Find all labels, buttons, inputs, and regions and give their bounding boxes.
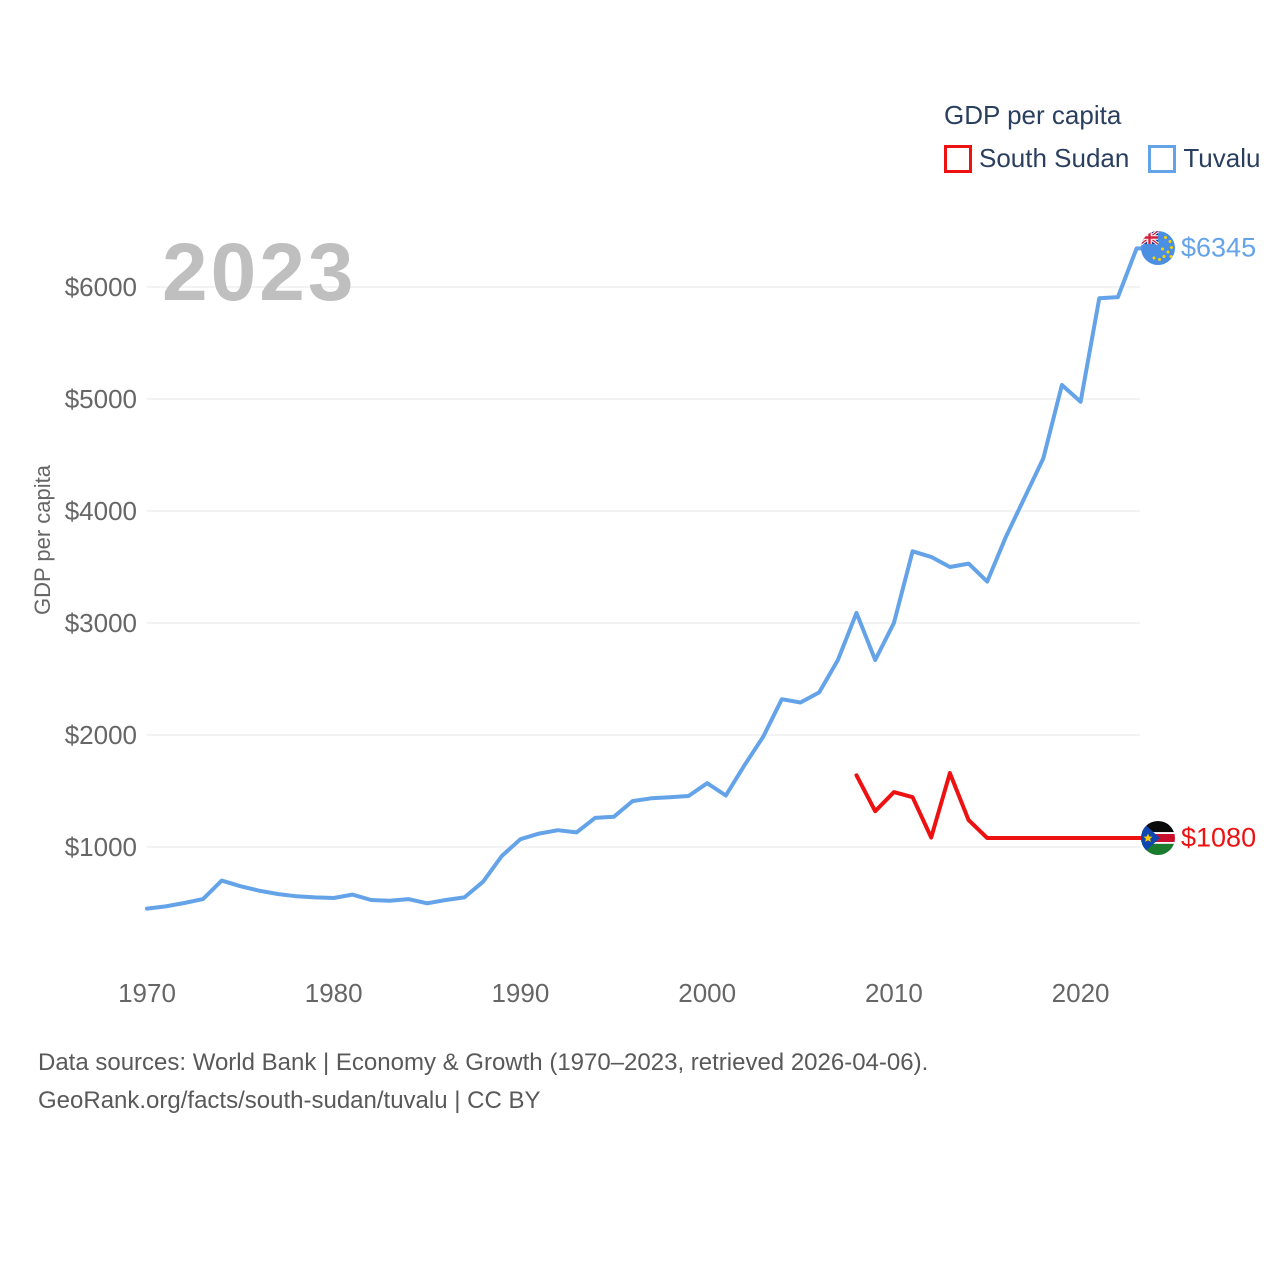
y-tick-label-5000: $5000 — [65, 384, 137, 414]
tuvalu-end-value-label: $6345 — [1181, 232, 1257, 263]
tuvalu-swatch-icon — [1148, 144, 1177, 173]
legend-title: GDP per capita — [944, 100, 1122, 130]
y-tick-label-2000: $2000 — [65, 720, 137, 750]
x-tick-label-2020: 2020 — [1052, 978, 1110, 1008]
footer: Data sources: World Bank | Economy & Gro… — [38, 1044, 928, 1120]
legend-row: South Sudan Tuvalu — [944, 143, 1260, 174]
south-sudan-end-value-label: $1080 — [1181, 822, 1257, 853]
legend-label-tuvalu: Tuvalu — [1183, 143, 1261, 173]
year-watermark: 2023 — [162, 227, 357, 318]
south-sudan-flag-icon — [1141, 821, 1175, 856]
x-tick-label-1980: 1980 — [305, 978, 363, 1008]
x-tick-label-1970: 1970 — [118, 978, 176, 1008]
series-line-tuvalu — [145, 246, 1160, 911]
legend: GDP per capita South Sudan Tuvalu — [944, 100, 1260, 174]
x-tick-label-2000: 2000 — [678, 978, 736, 1008]
x-tick-label-1990: 1990 — [491, 978, 549, 1008]
y-axis-title: GDP per capita — [30, 464, 55, 616]
y-tick-label-4000: $4000 — [65, 496, 137, 526]
footer-sources-line: Data sources: World Bank | Economy & Gro… — [38, 1049, 929, 1076]
y-tick-label-1000: $1000 — [65, 832, 137, 862]
legend-label-south-sudan: South Sudan — [979, 143, 1130, 173]
south-sudan-swatch-icon — [944, 144, 972, 173]
y-tick-label-3000: $3000 — [65, 608, 137, 638]
tuvalu-flag-icon — [1141, 231, 1175, 266]
series-line-south-sudan — [854, 771, 1160, 840]
legend-item-tuvalu[interactable]: Tuvalu — [1148, 143, 1260, 174]
y-tick-label-6000: $6000 — [65, 272, 137, 302]
legend-item-south-sudan[interactable]: South Sudan — [944, 143, 1129, 174]
footer-attribution-line: GeoRank.org/facts/south-sudan/tuvalu | C… — [38, 1087, 541, 1114]
x-tick-label-2010: 2010 — [865, 978, 923, 1008]
